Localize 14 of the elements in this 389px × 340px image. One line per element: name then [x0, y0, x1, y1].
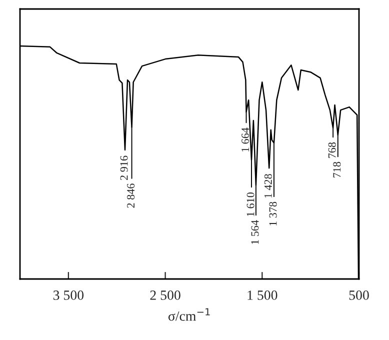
annotation: 2 916	[120, 156, 128, 180]
x-tick-label: 500	[349, 290, 369, 300]
x-tick-label: 1 500	[248, 290, 278, 300]
annotation: 1 428	[264, 174, 272, 198]
annotation: 1 378	[269, 202, 277, 226]
annotation: 1 664	[242, 128, 250, 152]
x-tick-label: 2 500	[150, 290, 180, 300]
annotation: 768	[328, 142, 336, 158]
x-axis-title: σ/cm$^{−1}$	[168, 308, 210, 321]
x-tick-label: 3 500	[53, 290, 84, 300]
annotation: 1 610	[246, 192, 254, 216]
annotation: 2 846	[127, 184, 135, 208]
annotation: 718	[333, 162, 341, 178]
annotation: 1 564	[251, 220, 259, 244]
